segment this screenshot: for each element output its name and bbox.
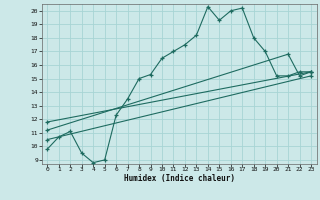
X-axis label: Humidex (Indice chaleur): Humidex (Indice chaleur) bbox=[124, 174, 235, 183]
